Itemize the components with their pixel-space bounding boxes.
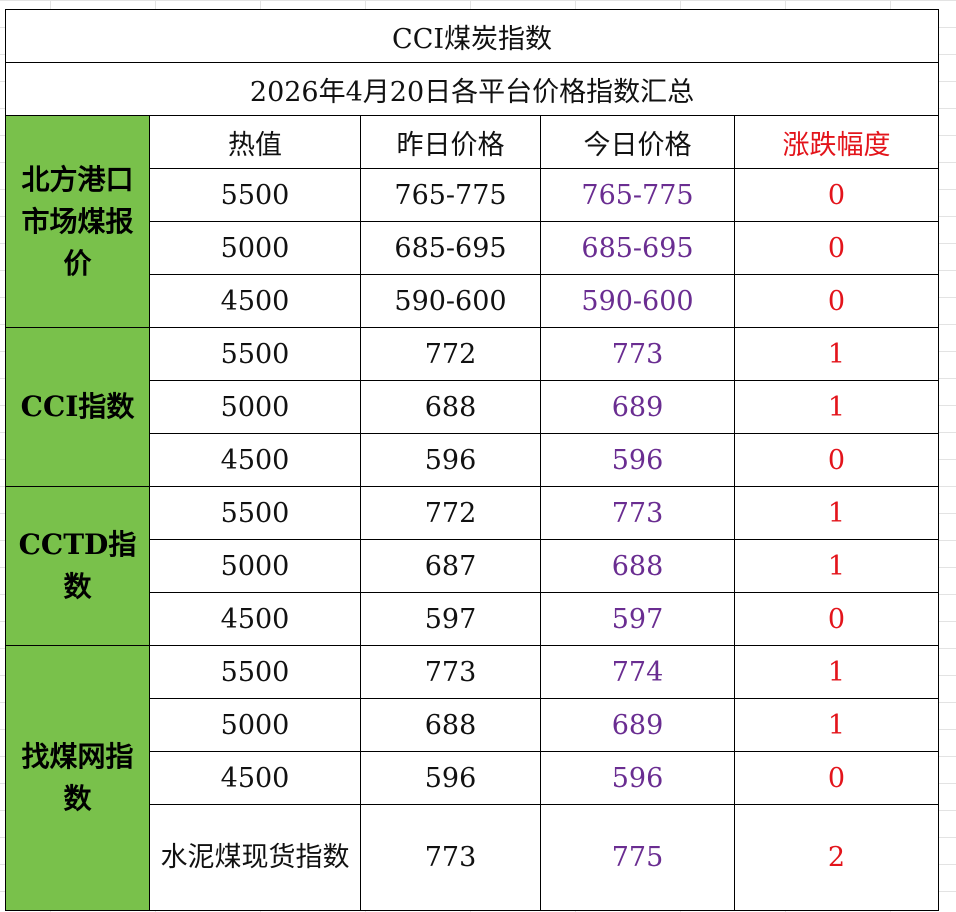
yesterday-price-cell: 772 [360,486,541,540]
calorific-cell: 4500 [149,433,361,487]
today-price-cell: 689 [540,380,735,434]
calorific-cell: 5000 [149,221,361,275]
group-label: 北方港口市场煤报价 [5,115,150,328]
change-cell: 1 [733,380,940,434]
change-cell: 1 [733,645,940,699]
change-cell: 1 [733,539,940,593]
yesterday-price-cell: 765-775 [360,168,541,222]
yesterday-price-cell: 597 [360,592,541,646]
yesterday-price-cell: 688 [360,380,541,434]
yesterday-price-cell: 685-695 [360,221,541,275]
yesterday-price-cell: 687 [360,539,541,593]
subtitle-row: 2026年4月20日各平台价格指数汇总 [4,62,940,116]
table-row: 5000 687 688 1 [6,539,940,593]
table-row: 5000 688 689 1 [6,380,940,434]
table-row: 4500 597 597 0 [6,592,940,646]
change-cell: 0 [733,433,940,487]
today-price-cell: 774 [540,645,735,699]
calorific-cell: 4500 [149,592,361,646]
calorific-cell: 4500 [149,751,361,805]
table-row: 4500 596 596 0 [6,751,940,805]
group-label: 找煤网指数 [5,645,150,911]
change-cell: 1 [733,327,940,381]
today-price-cell: 597 [540,592,735,646]
today-price-cell: 596 [540,751,735,805]
yesterday-price-cell: 772 [360,327,541,381]
table-row: CCI指数 5500 772 773 1 [5,327,940,487]
calorific-cell: 5000 [149,539,361,593]
change-cell: 0 [733,592,940,646]
today-price-cell: 689 [540,698,735,752]
title-row: CCI煤炭指数 [4,9,940,63]
header-row: 北方港口市场煤报价 热值 昨日价格 今日价格 涨跌幅度 [5,115,940,328]
yesterday-price-cell: 596 [360,751,541,805]
change-cell: 1 [733,486,940,540]
yesterday-price-cell: 773 [360,804,541,911]
change-cell: 1 [733,698,940,752]
calorific-cell: 4500 [149,274,361,328]
header-yesterday-price: 昨日价格 [360,115,541,169]
calorific-cell: 5500 [149,486,361,540]
header-change: 涨跌幅度 [733,115,940,169]
header-calorific: 热值 [149,115,361,169]
change-cell: 0 [733,274,940,328]
calorific-cell: 5000 [149,380,361,434]
yesterday-price-cell: 596 [360,433,541,487]
today-price-cell: 688 [540,539,735,593]
change-cell: 0 [733,168,940,222]
today-price-cell: 596 [540,433,735,487]
change-cell: 0 [733,221,940,275]
today-price-cell: 775 [540,804,735,911]
calorific-cell: 5000 [149,698,361,752]
calorific-cell: 水泥煤现货指数 [149,804,361,911]
calorific-cell: 5500 [149,645,361,699]
yesterday-price-cell: 590-600 [360,274,541,328]
yesterday-price-cell: 688 [360,698,541,752]
table-row: 5000 685-695 685-695 0 [6,221,940,275]
header-today-price: 今日价格 [540,115,735,169]
today-price-cell: 765-775 [540,168,735,222]
table-row: 5000 688 689 1 [6,698,940,752]
today-price-cell: 773 [540,327,735,381]
calorific-cell: 5500 [149,327,361,381]
table-title: CCI煤炭指数 [4,9,940,63]
table-subtitle: 2026年4月20日各平台价格指数汇总 [4,62,940,116]
today-price-cell: 773 [540,486,735,540]
calorific-cell: 5500 [149,168,361,222]
change-cell: 0 [733,751,940,805]
table-row: 水泥煤现货指数 773 775 2 [6,804,940,911]
table-row: 找煤网指数 5500 773 774 1 [5,645,940,911]
today-price-cell: 590-600 [540,274,735,328]
group-label: CCI指数 [5,327,150,487]
today-price-cell: 685-695 [540,221,735,275]
table-row: CCTD指数 5500 772 773 1 [5,486,940,646]
change-cell: 2 [733,804,940,911]
yesterday-price-cell: 773 [360,645,541,699]
group-label: CCTD指数 [5,486,150,646]
coal-index-table: CCI煤炭指数 2026年4月20日各平台价格指数汇总 北方港口市场煤报价 热值昨… [4,9,940,911]
